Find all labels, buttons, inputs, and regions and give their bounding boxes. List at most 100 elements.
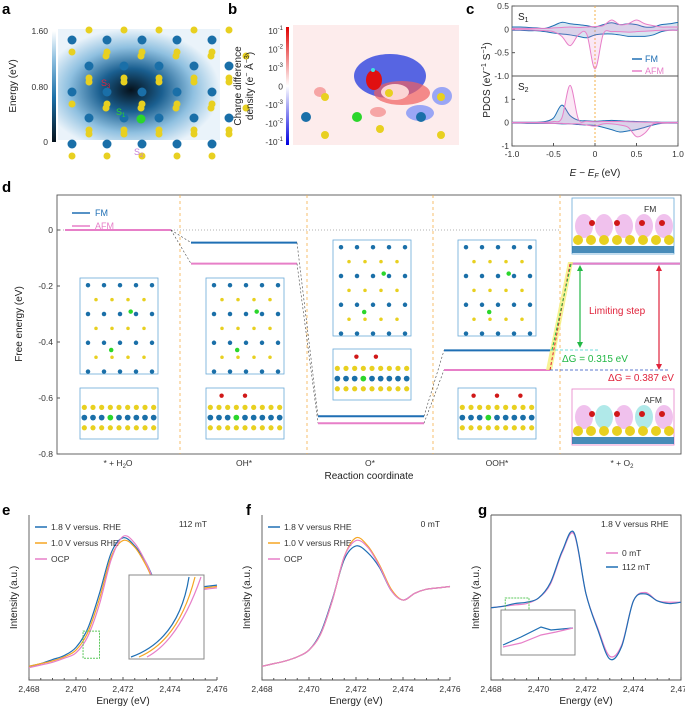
s-atom xyxy=(529,425,535,431)
s-atom xyxy=(120,26,128,34)
mo-atom xyxy=(402,244,408,250)
mo-atom xyxy=(154,61,164,71)
panel-label-a: a xyxy=(2,1,11,18)
mo-atom xyxy=(351,375,358,382)
panel-label-e: e xyxy=(2,502,10,519)
s-atom xyxy=(208,152,216,160)
oxygen-atom xyxy=(639,220,645,226)
mo-atom xyxy=(354,331,360,336)
free-energy-ylabel: Free energy (eV) xyxy=(14,286,25,362)
mo-atom xyxy=(137,139,147,149)
mo-atom xyxy=(386,244,392,250)
s-atom xyxy=(520,317,524,321)
dopant-atom xyxy=(107,414,114,421)
lattice-top-view xyxy=(67,26,250,160)
spin-density-lobe xyxy=(615,405,633,429)
s-atom xyxy=(236,326,240,331)
mo-atom xyxy=(463,273,469,279)
structure-side-view xyxy=(79,387,159,440)
s-atom xyxy=(468,404,474,410)
s-atom xyxy=(477,404,483,410)
colorbar-tick: 0 xyxy=(43,137,48,147)
s-atom xyxy=(68,100,76,108)
mo-atom xyxy=(84,113,94,123)
s-atom xyxy=(220,297,224,302)
s-atom xyxy=(529,404,535,410)
mo-atom xyxy=(207,414,214,421)
s-atom xyxy=(268,326,272,331)
s-atom xyxy=(586,235,596,245)
mo-atom xyxy=(511,273,517,279)
mo-atom xyxy=(259,282,265,288)
mo-atom xyxy=(242,414,248,421)
s-atom xyxy=(85,130,93,138)
s-atom xyxy=(125,404,131,410)
mo-atom xyxy=(85,340,91,346)
mo-atom xyxy=(463,331,469,336)
s-atom xyxy=(363,259,367,264)
mo-atom xyxy=(227,369,233,374)
mo-atom xyxy=(479,302,485,308)
s-atom xyxy=(133,404,139,410)
mo-atom xyxy=(276,414,283,421)
oxygen-atom xyxy=(614,220,620,226)
s-atom xyxy=(133,425,139,431)
s-atom xyxy=(395,317,399,321)
mo-atom xyxy=(520,414,526,421)
s-atom xyxy=(488,259,492,264)
ytick-label: 0 xyxy=(48,225,53,235)
s-atom xyxy=(99,404,105,410)
ytick-label: -1 xyxy=(501,141,509,151)
transition-connector xyxy=(170,229,192,243)
panel-label-d: d xyxy=(2,179,11,196)
structure-side-view xyxy=(205,387,285,440)
category-label: O* xyxy=(365,458,376,468)
mo-atom xyxy=(150,414,157,421)
mo-atom xyxy=(84,61,94,71)
s-atom xyxy=(504,288,508,293)
transition-highlight xyxy=(546,262,573,370)
mo-atom xyxy=(101,369,107,374)
mo-atom xyxy=(227,311,233,317)
s-atom xyxy=(494,404,500,410)
pdos-line-afm-up xyxy=(511,84,678,123)
mo-atom xyxy=(370,331,376,336)
mo-atom xyxy=(149,311,155,317)
energy-xlabel: Energy (eV) xyxy=(559,696,612,707)
legend-label: OCP xyxy=(284,554,303,564)
s-atom xyxy=(220,326,224,331)
s-atom xyxy=(142,425,148,431)
mo-atom xyxy=(102,87,112,97)
mo-atom xyxy=(527,302,533,308)
mo-atom xyxy=(527,273,533,279)
spectrum-line xyxy=(261,539,451,667)
oxygen-atom xyxy=(659,220,665,226)
spin-density-lobe xyxy=(635,405,653,429)
xtick-label: 2,476 xyxy=(670,684,685,694)
xtick-label: 2,472 xyxy=(112,684,134,694)
xtick-label: 2,472 xyxy=(575,684,597,694)
mo-atom xyxy=(137,87,147,97)
s-atom xyxy=(99,425,105,431)
energy-colorbar xyxy=(52,31,56,142)
spin-density-lobe xyxy=(635,214,653,238)
mo-atom xyxy=(370,302,376,308)
ytick-label: 0 xyxy=(504,24,509,34)
mo-atom xyxy=(85,311,91,317)
s-atom xyxy=(363,317,367,321)
s-atom xyxy=(225,404,231,410)
s-atom xyxy=(664,235,674,245)
transition-connector xyxy=(296,242,319,417)
s-atom xyxy=(207,52,215,60)
legend-label: 1.8 V versus. RHE xyxy=(51,522,121,532)
oxygen-atom xyxy=(354,354,359,359)
mo-atom xyxy=(149,369,155,374)
s-atom xyxy=(94,326,98,331)
legend-label: 1.0 V versus RHE xyxy=(51,538,119,548)
mo-atom xyxy=(207,35,217,45)
s-atom xyxy=(242,52,250,60)
pdos-line-afm-down xyxy=(512,29,678,70)
legend-label: 112 mT xyxy=(622,562,650,572)
mo-atom xyxy=(116,414,122,421)
s-atom xyxy=(395,365,401,371)
